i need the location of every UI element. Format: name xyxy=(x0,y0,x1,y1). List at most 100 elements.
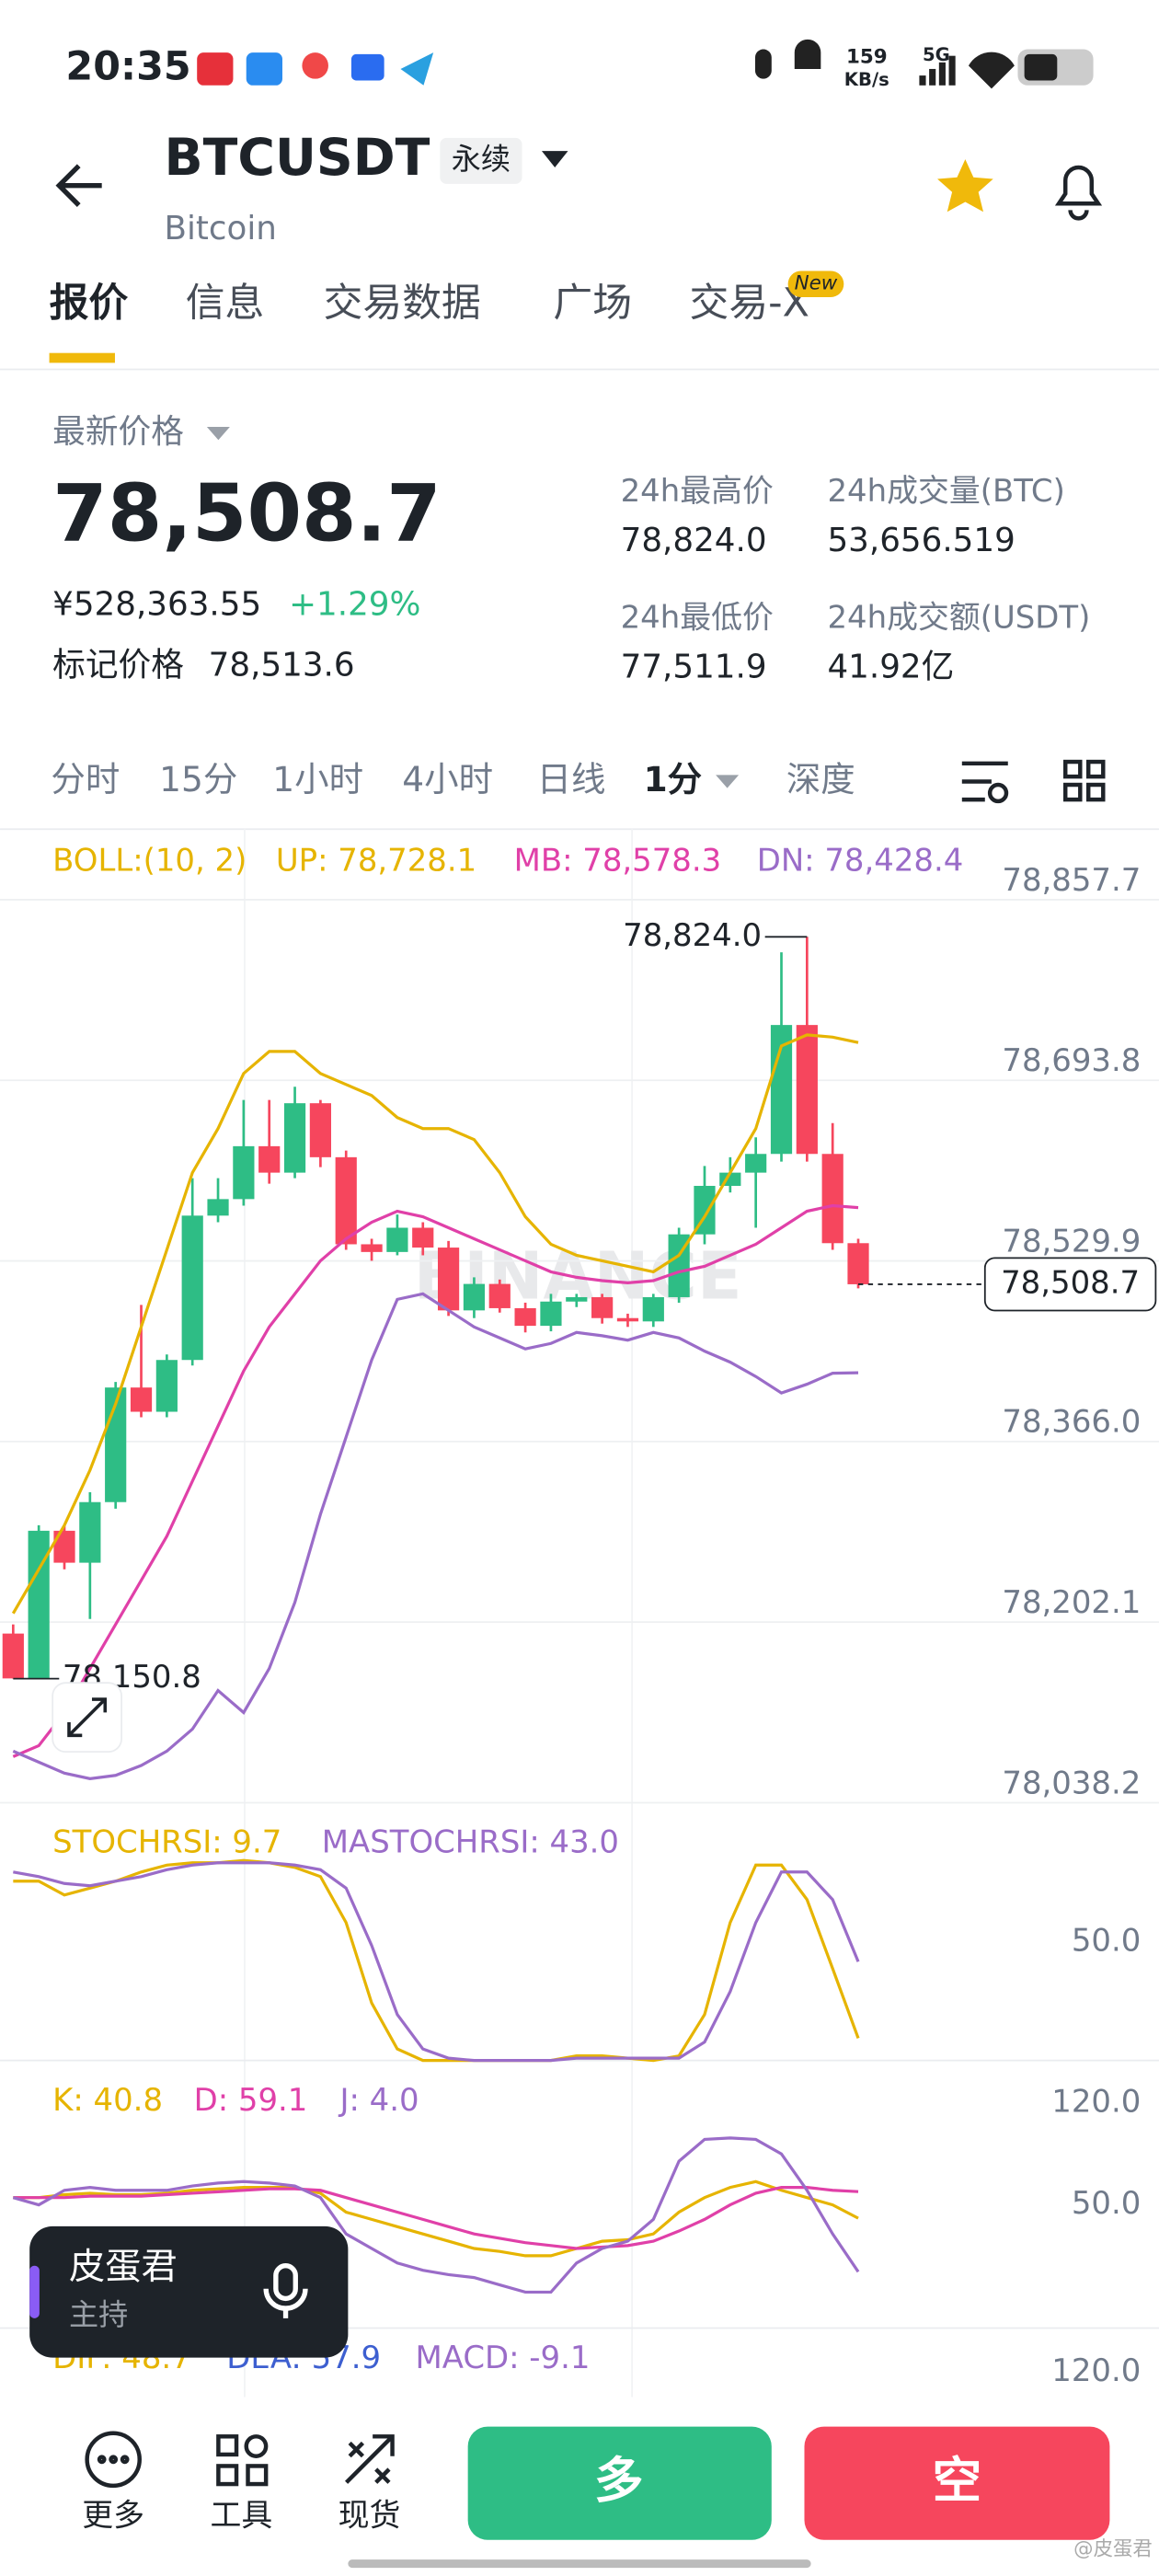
indicator-line xyxy=(13,2186,859,2250)
y-tick-label: 120.0 xyxy=(1051,2083,1141,2119)
candle-body xyxy=(155,1360,178,1412)
candle-body xyxy=(335,1156,357,1245)
indicator-line xyxy=(12,1203,859,1758)
candle-body xyxy=(207,1199,229,1216)
candle-body xyxy=(2,1633,24,1679)
stat-label: 24h成交额(USDT) xyxy=(827,599,1090,635)
legend-entry: UP: 78,728.1 xyxy=(276,842,476,878)
cny-price: ¥528,363.55 xyxy=(52,586,261,624)
y-tick-label: 50.0 xyxy=(1072,1923,1141,1959)
legend-entry: DN: 78,428.4 xyxy=(757,842,964,878)
interval[interactable]: 深度 xyxy=(786,759,855,799)
short-button[interactable] xyxy=(804,2426,1110,2540)
nav-label[interactable]: 工具 xyxy=(210,2497,272,2533)
short-label: 空 xyxy=(933,2452,982,2510)
candle-body xyxy=(386,1227,408,1252)
tab[interactable]: 广场 xyxy=(553,280,632,326)
interval[interactable]: 15分 xyxy=(159,759,237,799)
legend-entry: STOCHRSI: 9.7 xyxy=(52,1824,281,1860)
stat-label: 24h最高价 xyxy=(621,473,774,509)
candle-body xyxy=(412,1227,434,1248)
tab[interactable]: 交易数据 xyxy=(324,280,481,326)
long-label: 多 xyxy=(594,2452,644,2510)
price-dropdown[interactable] xyxy=(206,426,230,441)
y-tick-label: 78,366.0 xyxy=(1002,1404,1141,1440)
candle-body xyxy=(847,1243,869,1284)
long-button[interactable] xyxy=(467,2426,772,2540)
y-tick-label: 78,529.9 xyxy=(1002,1223,1141,1259)
interval[interactable]: 分时 xyxy=(51,759,120,799)
tab[interactable]: 报价 xyxy=(50,280,129,326)
indicator-label: BOLL:(10, 2) xyxy=(52,842,247,878)
interval[interactable]: 4小时 xyxy=(402,759,493,799)
nav-label[interactable]: 更多 xyxy=(82,2497,144,2533)
net-speed-unit: KB/s xyxy=(844,69,889,90)
candle-body xyxy=(463,1283,486,1311)
mark-price: 78,513.6 xyxy=(209,647,355,684)
stat-value: 53,656.519 xyxy=(827,522,1015,559)
y-tick-label: 50.0 xyxy=(1072,2185,1141,2221)
candle-body xyxy=(309,1103,331,1157)
candle-body xyxy=(770,1025,793,1155)
layout-icon[interactable] xyxy=(1063,759,1106,802)
net-speed: 159 xyxy=(846,45,888,68)
candle-body xyxy=(745,1154,767,1173)
spot-icon[interactable] xyxy=(345,2434,395,2484)
host-name: 皮蛋君 xyxy=(69,2247,178,2288)
tools-icon[interactable] xyxy=(216,2434,269,2487)
legend-entry: D: 59.1 xyxy=(194,2082,308,2118)
y-tick-label: 78,857.7 xyxy=(1002,862,1141,898)
chart-settings-icon[interactable] xyxy=(961,761,1009,804)
candle-body xyxy=(181,1215,203,1361)
host-accent xyxy=(29,2265,40,2318)
interval[interactable]: 1小时 xyxy=(272,759,363,799)
stat-value: 77,511.9 xyxy=(621,648,767,685)
candle-body xyxy=(233,1145,255,1200)
mark-label: 标记价格 xyxy=(52,647,184,684)
indicator-line xyxy=(12,2136,860,2294)
contract-badge xyxy=(440,137,522,184)
candle-body xyxy=(258,1145,281,1173)
last-price-label: 78,508.7 xyxy=(1001,1264,1140,1300)
new-badge xyxy=(787,270,844,298)
candle-body xyxy=(514,1307,536,1327)
mic-icon[interactable] xyxy=(263,2263,308,2318)
tab[interactable]: 信息 xyxy=(186,280,265,326)
candle-body xyxy=(540,1301,562,1327)
back-button[interactable] xyxy=(55,164,102,207)
host-card[interactable] xyxy=(29,2225,349,2358)
symbol-dropdown[interactable] xyxy=(541,151,568,168)
candle-body xyxy=(616,1317,639,1322)
macd-legend: MACD: -9.1 xyxy=(416,2340,591,2375)
y-tick-label: 78,038.2 xyxy=(1002,1765,1141,1800)
candle-body xyxy=(53,1530,75,1563)
candle-body xyxy=(821,1154,843,1244)
watermark-user: @皮蛋君 xyxy=(1073,2537,1153,2560)
legend-entry: J: 4.0 xyxy=(338,2082,419,2118)
price-change: +1.29% xyxy=(289,586,420,624)
app-icons xyxy=(197,52,434,86)
interval[interactable]: 日线 xyxy=(537,759,606,799)
home-indicator xyxy=(348,2559,811,2569)
nav-label[interactable]: 现货 xyxy=(339,2497,401,2533)
candle-body xyxy=(566,1296,588,1302)
alert-bell[interactable] xyxy=(1054,165,1103,221)
contract-type: 永续 xyxy=(452,142,511,177)
candle-body xyxy=(79,1501,101,1563)
favorite-star[interactable] xyxy=(937,159,993,213)
annotation: 78,824.0 xyxy=(623,917,762,953)
macd-tick: 120.0 xyxy=(1051,2352,1141,2388)
y-tick-label: 78,202.1 xyxy=(1002,1584,1141,1620)
network-type: 5G xyxy=(923,44,950,65)
stat-label: 24h最低价 xyxy=(621,599,774,635)
legend-entry: MB: 78,578.3 xyxy=(514,842,722,878)
interval-dropdown[interactable] xyxy=(716,775,740,788)
interval-active[interactable]: 1分 xyxy=(644,759,703,799)
more-icon[interactable] xyxy=(85,2431,142,2489)
coin-name: Bitcoin xyxy=(165,210,277,247)
status-time: 20:35 xyxy=(65,43,190,89)
symbol: BTCUSDT xyxy=(165,129,430,188)
